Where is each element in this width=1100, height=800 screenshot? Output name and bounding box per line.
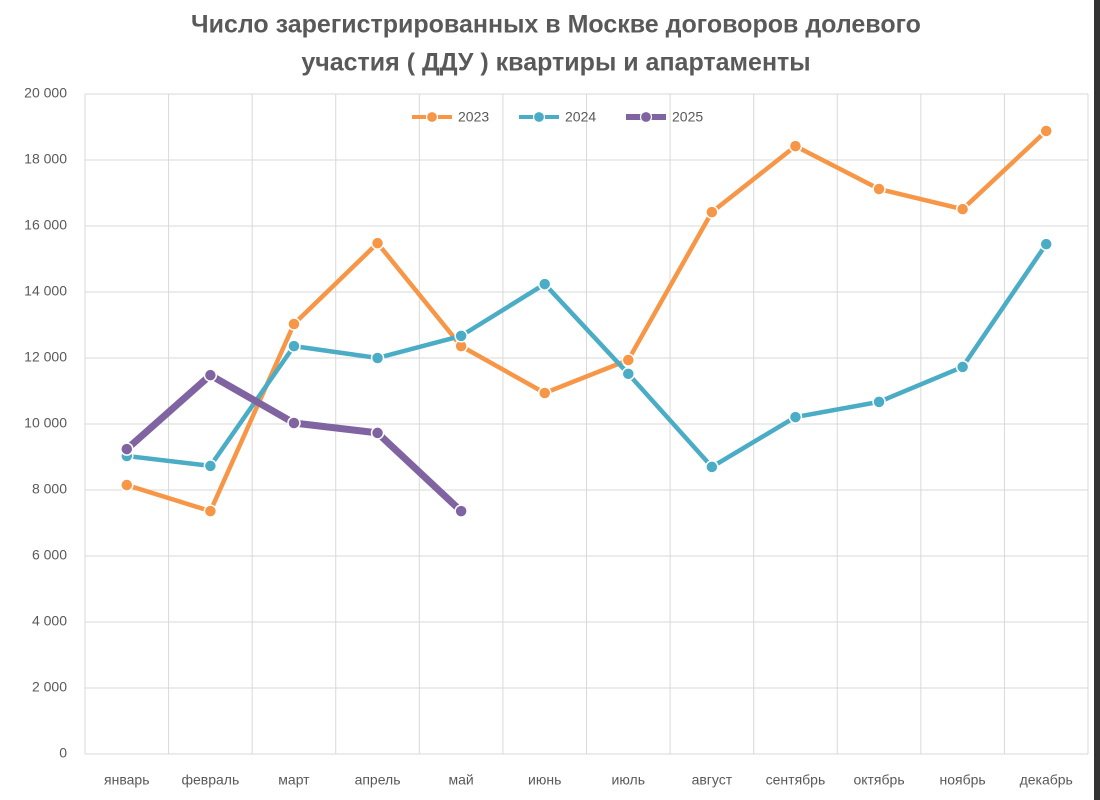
data-point xyxy=(203,459,218,473)
data-point xyxy=(454,504,468,518)
chart-title: Число зарегистрированных в Москве догово… xyxy=(191,11,921,39)
data-point xyxy=(287,317,301,331)
frame-edge xyxy=(1094,0,1100,800)
x-tick-label: апрель xyxy=(355,772,401,788)
data-point xyxy=(120,442,134,456)
data-point xyxy=(287,339,301,353)
y-tick-label: 6 000 xyxy=(32,547,67,563)
data-point xyxy=(203,504,218,518)
data-point xyxy=(370,351,385,365)
x-tick-label: январь xyxy=(104,772,149,788)
y-tick-label: 14 000 xyxy=(24,283,67,299)
y-tick-label: 20 000 xyxy=(24,85,67,101)
data-point xyxy=(788,139,803,153)
x-tick-label: июнь xyxy=(528,772,561,788)
legend-label: 2023 xyxy=(458,109,489,125)
data-point xyxy=(705,460,719,474)
legend-marker xyxy=(425,110,439,124)
data-point xyxy=(872,395,886,409)
x-tick-label: август xyxy=(692,772,733,788)
x-tick-label: март xyxy=(278,772,310,788)
data-point xyxy=(287,416,301,430)
y-tick-label: 8 000 xyxy=(32,481,67,497)
data-point xyxy=(788,410,803,424)
data-point xyxy=(955,202,970,216)
series-line xyxy=(124,241,1049,470)
data-point xyxy=(203,368,218,382)
y-tick-label: 0 xyxy=(59,745,67,761)
series-line xyxy=(124,128,1049,514)
data-point xyxy=(120,478,134,492)
x-tick-label: ноябрь xyxy=(940,772,986,788)
data-point xyxy=(537,386,552,400)
x-tick-label: май xyxy=(449,772,474,788)
data-point xyxy=(621,353,636,367)
y-tick-label: 18 000 xyxy=(24,151,67,167)
legend-label: 2024 xyxy=(565,109,596,125)
y-tick-label: 16 000 xyxy=(24,217,67,233)
y-tick-label: 12 000 xyxy=(24,349,67,365)
data-point xyxy=(370,426,385,440)
data-point xyxy=(537,277,552,291)
x-tick-label: февраль xyxy=(181,772,239,788)
data-point xyxy=(621,367,636,381)
x-tick-label: июль xyxy=(612,772,645,788)
x-tick-label: октябрь xyxy=(853,772,904,788)
y-tick-label: 10 000 xyxy=(24,415,67,431)
chart-title: участия ( ДДУ ) квартиры и апартаменты xyxy=(301,49,810,77)
data-point xyxy=(370,236,385,250)
x-tick-label: декабрь xyxy=(1020,772,1073,788)
legend-marker xyxy=(639,110,653,124)
y-tick-label: 4 000 xyxy=(32,613,67,629)
data-point xyxy=(705,205,719,219)
legend-label: 2025 xyxy=(672,109,703,125)
y-tick-label: 2 000 xyxy=(32,679,67,695)
data-point xyxy=(1039,237,1053,251)
data-point xyxy=(872,182,886,196)
legend-marker xyxy=(532,110,546,124)
data-point xyxy=(1039,124,1053,138)
x-tick-label: сентябрь xyxy=(766,772,826,788)
data-point xyxy=(955,360,970,374)
data-point xyxy=(454,329,468,343)
